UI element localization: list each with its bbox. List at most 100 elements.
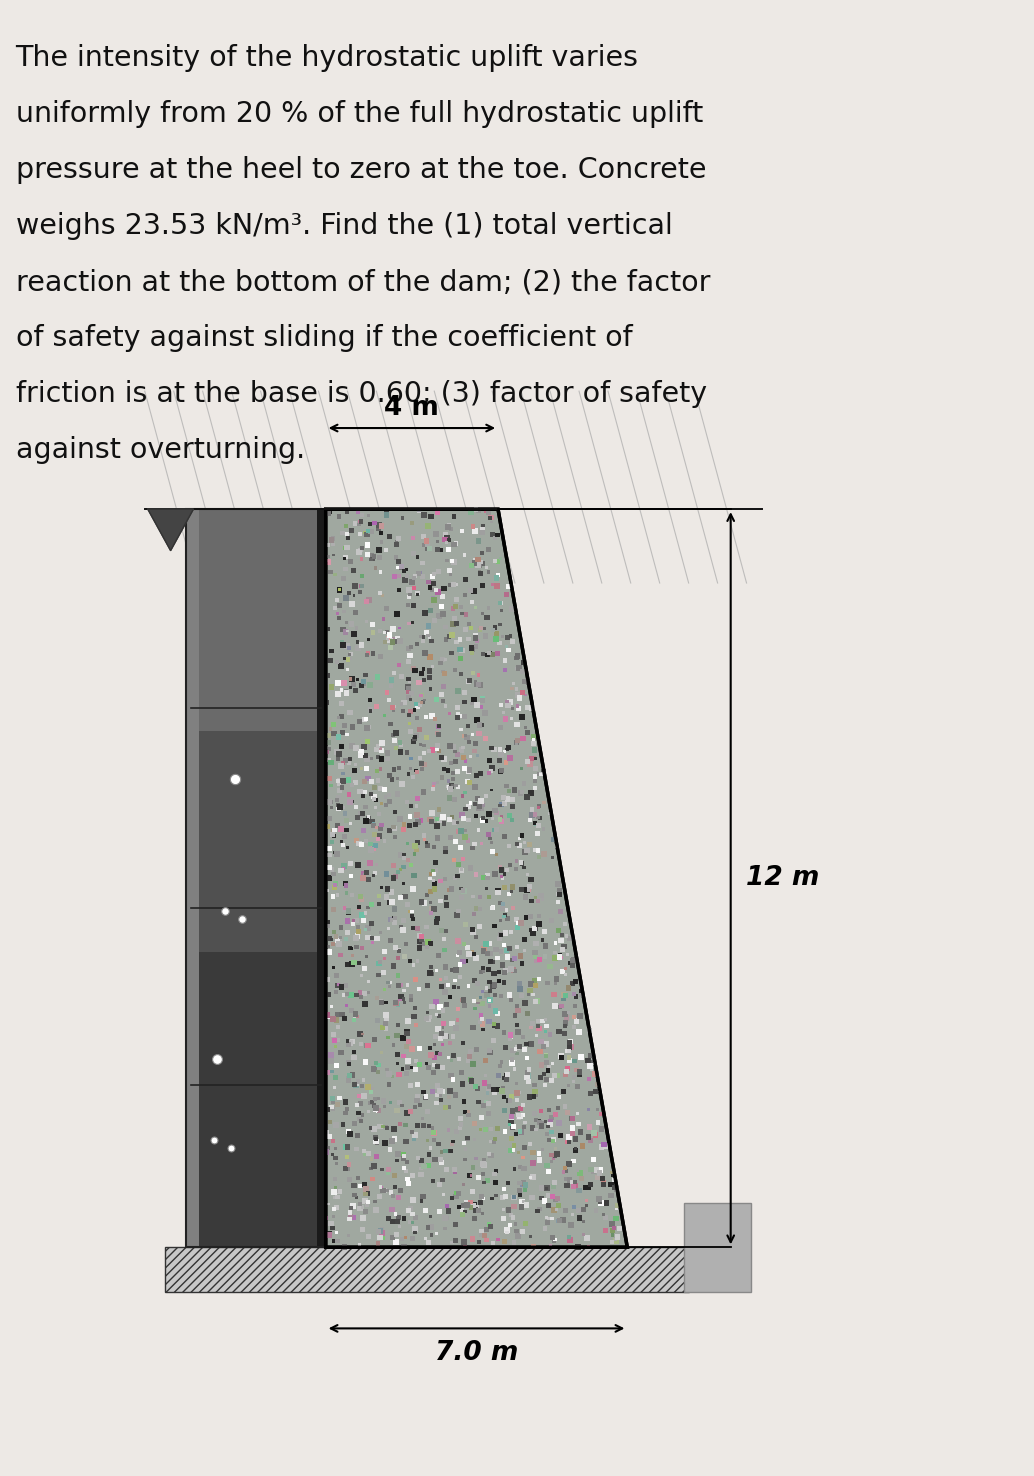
Point <box>447 866 463 890</box>
Point <box>422 576 438 599</box>
Point <box>373 813 390 837</box>
Point <box>375 1179 392 1203</box>
Point <box>337 1157 354 1181</box>
Point <box>558 1101 575 1125</box>
Point <box>385 617 401 641</box>
Point <box>492 794 509 818</box>
Point <box>455 989 472 1013</box>
Point <box>493 940 510 964</box>
Point <box>393 734 409 757</box>
Point <box>360 980 376 1004</box>
Point <box>448 773 464 797</box>
Point <box>516 772 533 796</box>
Point <box>354 832 370 856</box>
Point <box>415 551 431 574</box>
Point <box>484 896 500 920</box>
Point <box>488 1159 505 1182</box>
Point <box>450 703 466 726</box>
Point <box>340 900 357 924</box>
Point <box>413 927 429 951</box>
Point <box>581 1235 598 1259</box>
Point <box>511 1179 527 1203</box>
Point <box>501 1213 518 1237</box>
Point <box>589 1073 606 1097</box>
Point <box>390 946 406 970</box>
Point <box>470 1230 487 1253</box>
Point <box>409 810 426 834</box>
Point <box>445 596 461 620</box>
Point <box>505 875 521 899</box>
Point <box>336 599 353 623</box>
Point <box>331 973 347 996</box>
Point <box>420 571 436 595</box>
Point <box>366 1057 383 1080</box>
Point <box>562 1213 579 1237</box>
Point <box>462 500 479 524</box>
Point <box>341 582 358 605</box>
Point <box>501 1089 518 1113</box>
Point <box>342 812 359 835</box>
Point <box>345 1045 362 1069</box>
Point <box>348 1137 365 1160</box>
Point <box>364 613 381 636</box>
Point <box>354 536 370 559</box>
Point <box>518 683 535 707</box>
Point <box>481 822 497 846</box>
Point <box>485 1029 501 1052</box>
Point <box>339 1029 356 1052</box>
Point <box>327 1176 343 1200</box>
Point <box>545 1128 561 1151</box>
Point <box>496 875 513 899</box>
Point <box>474 809 490 832</box>
Point <box>402 804 419 828</box>
Point <box>580 1049 597 1073</box>
Point <box>428 579 445 602</box>
Point <box>509 936 525 959</box>
Point <box>385 1184 401 1207</box>
Point <box>368 738 385 762</box>
Point <box>482 949 498 973</box>
Point <box>561 1036 578 1060</box>
Point <box>479 866 495 890</box>
Point <box>527 1079 544 1103</box>
Point <box>504 809 520 832</box>
Point <box>447 1083 463 1107</box>
Point <box>477 701 493 725</box>
Point <box>449 587 465 611</box>
Point <box>429 500 446 524</box>
Point <box>496 648 513 672</box>
Point <box>448 595 464 618</box>
Point <box>352 1175 368 1199</box>
Point <box>436 661 453 685</box>
Point <box>365 837 382 861</box>
Point <box>551 945 568 968</box>
Point <box>527 757 544 781</box>
Point <box>390 782 406 806</box>
Text: pressure at the heel to zero at the toe. Concrete: pressure at the heel to zero at the toe.… <box>16 156 706 184</box>
Point <box>321 1125 337 1148</box>
Point <box>329 841 345 865</box>
Point <box>417 601 433 624</box>
Point <box>498 1063 515 1086</box>
Point <box>426 587 443 611</box>
Point <box>465 515 482 539</box>
Point <box>390 1142 406 1166</box>
Point <box>386 757 402 781</box>
Point <box>475 1153 491 1176</box>
Point <box>467 1199 484 1222</box>
Point <box>462 579 479 602</box>
Point <box>349 806 366 830</box>
Point <box>522 918 539 942</box>
Point <box>378 503 395 527</box>
Point <box>336 1137 353 1160</box>
Point <box>591 1162 608 1185</box>
Point <box>408 1088 425 1111</box>
Point <box>337 514 354 537</box>
Point <box>400 763 417 787</box>
Point <box>539 1032 555 1055</box>
Point <box>479 983 495 1007</box>
Point <box>443 517 459 540</box>
Point <box>486 962 503 986</box>
Point <box>333 754 349 778</box>
Point <box>415 657 431 680</box>
